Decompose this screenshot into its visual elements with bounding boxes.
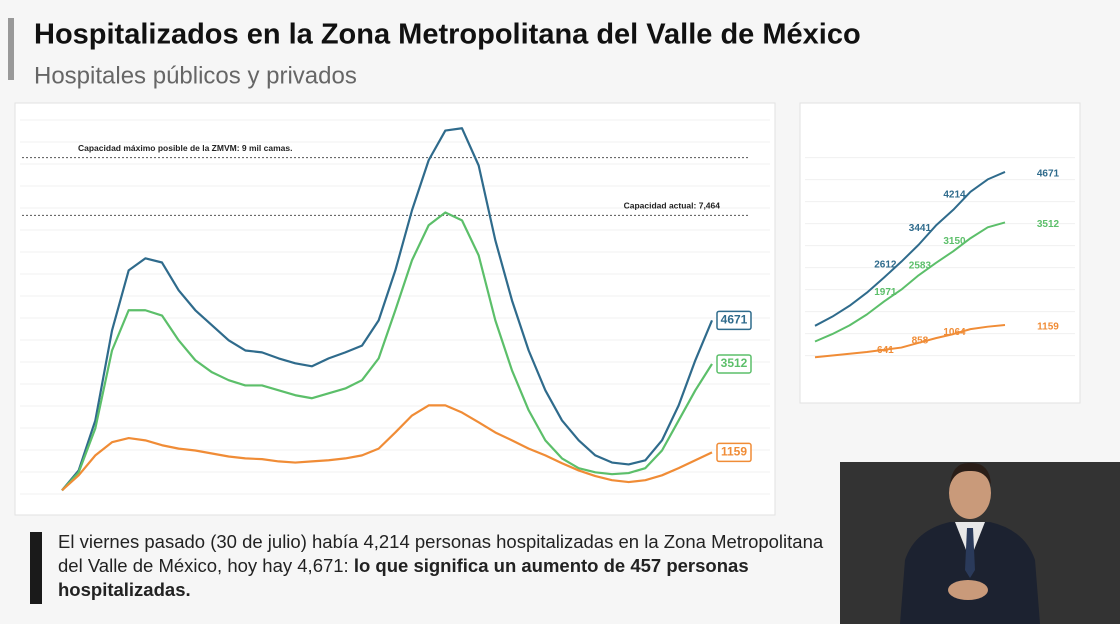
series-line [814, 323, 1006, 359]
data-label: 4671 [721, 313, 748, 327]
reference-label: Capacidad máximo posible de la ZMVM: 9 m… [78, 143, 292, 153]
reference-label: Capacidad actual: 7,464 [624, 201, 721, 211]
label-box [716, 310, 752, 331]
zoom-panel [799, 102, 1081, 404]
data-label: 3441 [909, 223, 932, 234]
data-label: 3150 [943, 236, 966, 247]
data-label: 1159 [721, 445, 747, 459]
label-box [716, 354, 752, 374]
title: Hospitalizados en la Zona Metropolitana … [34, 19, 861, 51]
series-line [814, 221, 1006, 343]
caption-bar [30, 532, 42, 604]
data-label: 858 [912, 336, 929, 347]
data-label: 641 [877, 345, 894, 356]
subtitle: Hospitales públicos y privados [34, 62, 357, 89]
data-label: 4214 [943, 189, 966, 200]
data-label: 1971 [874, 287, 897, 298]
series-line [61, 404, 713, 492]
caption-bold: lo que significa un aumento de 457 perso… [58, 555, 749, 600]
data-label: 3512 [721, 356, 748, 370]
title-bar [8, 18, 14, 80]
series-line [814, 171, 1006, 327]
data-label: 2583 [909, 261, 932, 272]
data-label: 2612 [874, 259, 897, 270]
series-line [61, 127, 714, 492]
caption-text: El viernes pasado (30 de julio) había 4,… [58, 531, 824, 576]
data-label: 3512 [1037, 219, 1060, 230]
data-label: 4671 [1037, 169, 1060, 180]
label-box [716, 442, 752, 463]
data-label: 1159 [1037, 322, 1059, 333]
video-inset [840, 462, 1120, 624]
caption: El viernes pasado (30 de julio) había 4,… [30, 530, 838, 604]
data-label: 1064 [943, 327, 966, 338]
series-line [61, 211, 713, 492]
